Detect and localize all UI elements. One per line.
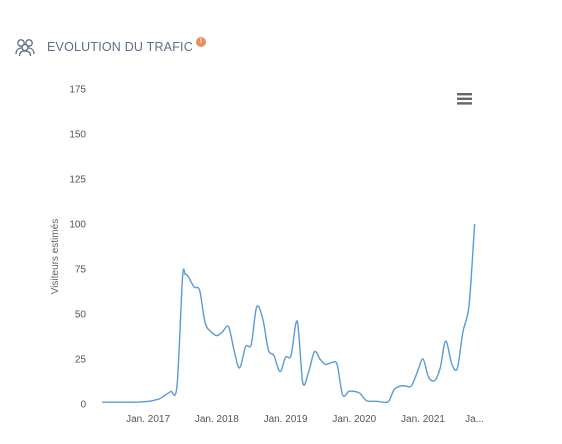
- x-axis: Jan. 2017 Jan. 2018 Jan. 2019 Jan. 2020 Jan.…: [126, 414, 484, 425]
- y-tick-label: 175: [69, 85, 86, 96]
- x-tick-label: Jan. 2021: [401, 414, 445, 425]
- y-tick-label: 125: [69, 175, 86, 186]
- y-tick-label: 100: [69, 220, 86, 231]
- y-tick-label: 150: [69, 130, 86, 141]
- x-tick-label: Jan. 2020: [332, 414, 376, 425]
- chart-title: EVOLUTION DU TRAFIC: [47, 40, 193, 54]
- y-tick-label: 0: [80, 400, 86, 411]
- users-icon: [14, 37, 36, 57]
- y-tick-label: 25: [75, 355, 87, 366]
- y-axis: 0 25 50 75 100 125 150 175: [69, 85, 86, 411]
- x-tick-label: Ja...: [465, 414, 484, 425]
- chart-header: EVOLUTION DU TRAFIC !: [14, 36, 206, 58]
- info-icon[interactable]: !: [195, 37, 206, 47]
- y-tick-label: 75: [75, 265, 87, 276]
- x-tick-label: Jan. 2017: [126, 414, 170, 425]
- y-axis-title: Visiteurs estimés: [50, 219, 61, 294]
- hamburger-menu-icon[interactable]: [457, 93, 472, 105]
- x-tick-label: Jan. 2018: [195, 414, 239, 425]
- series-line: [102, 223, 476, 404]
- y-tick-label: 50: [75, 310, 87, 321]
- x-tick-label: Jan. 2019: [264, 414, 308, 425]
